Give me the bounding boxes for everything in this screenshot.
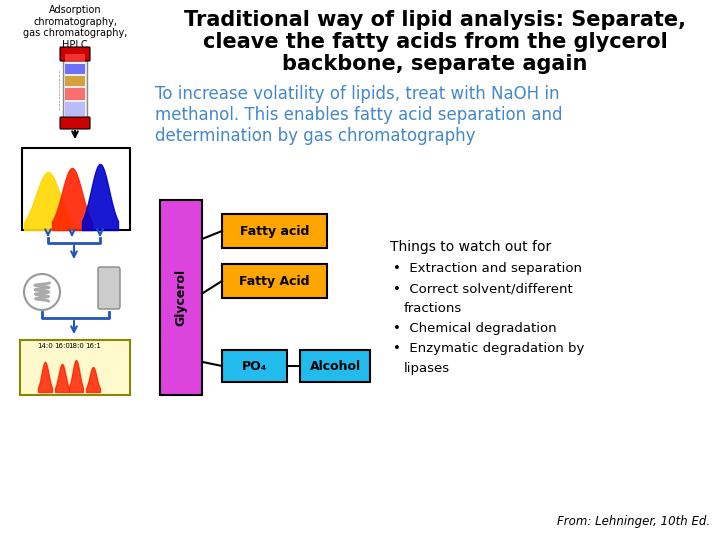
Text: Glycerol: Glycerol — [174, 269, 187, 326]
Text: lipases: lipases — [404, 362, 450, 375]
Text: •  Enzymatic degradation by: • Enzymatic degradation by — [393, 342, 585, 355]
Bar — [300, 350, 370, 382]
Text: fractions: fractions — [404, 302, 462, 315]
FancyBboxPatch shape — [98, 267, 120, 309]
Text: backbone, separate again: backbone, separate again — [282, 54, 588, 74]
Text: •  Extraction and separation: • Extraction and separation — [393, 262, 582, 275]
Bar — [160, 200, 202, 395]
Text: cleave the fatty acids from the glycerol: cleave the fatty acids from the glycerol — [202, 32, 667, 52]
Text: From: Lehninger, 10th Ed.: From: Lehninger, 10th Ed. — [557, 515, 710, 528]
Text: •  Chemical degradation: • Chemical degradation — [393, 322, 557, 335]
Text: •  Correct solvent/different: • Correct solvent/different — [393, 282, 572, 295]
Bar — [63, 60, 87, 120]
Text: Fatty acid: Fatty acid — [240, 225, 309, 238]
Text: Alcohol: Alcohol — [310, 360, 361, 373]
Text: To increase volatility of lipids, treat with NaOH in
methanol. This enables fatt: To increase volatility of lipids, treat … — [155, 85, 562, 145]
Text: 14:0: 14:0 — [37, 343, 53, 349]
Bar — [20, 340, 130, 395]
Bar — [65, 102, 85, 116]
Text: 18:0: 18:0 — [68, 343, 84, 349]
Bar — [65, 76, 85, 86]
Text: 16:1: 16:1 — [85, 343, 101, 349]
FancyBboxPatch shape — [60, 47, 90, 61]
Bar — [65, 88, 85, 100]
Text: Traditional way of lipid analysis: Separate,: Traditional way of lipid analysis: Separ… — [184, 10, 686, 30]
Bar — [222, 264, 327, 298]
Text: Things to watch out for: Things to watch out for — [390, 240, 552, 254]
Text: Adsorption
chromatography,
gas chromatography,
HPLC: Adsorption chromatography, gas chromatog… — [23, 5, 127, 50]
Text: 16:0: 16:0 — [54, 343, 70, 349]
FancyBboxPatch shape — [60, 117, 90, 129]
Bar — [222, 350, 287, 382]
Bar — [65, 54, 85, 62]
Text: PO₄: PO₄ — [242, 360, 267, 373]
Bar — [65, 64, 85, 74]
Text: Fatty Acid: Fatty Acid — [239, 274, 310, 287]
Bar — [22, 148, 130, 230]
Bar — [222, 214, 327, 248]
